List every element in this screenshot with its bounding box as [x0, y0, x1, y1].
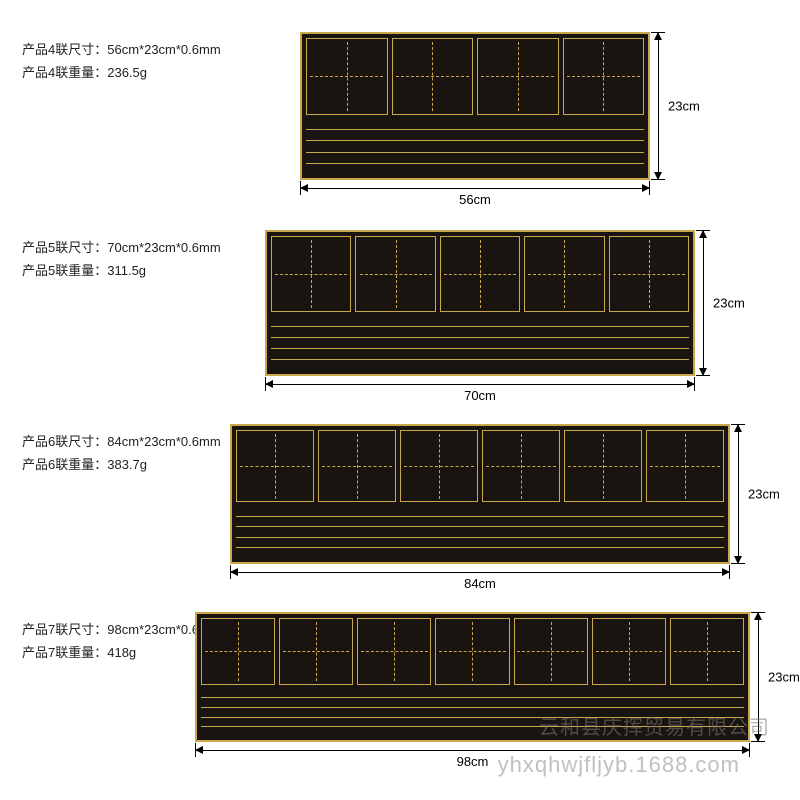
size-line: 产品6联尺寸：84cm*23cm*0.6mm [22, 430, 221, 453]
height-label: 23cm [713, 296, 745, 311]
grid-cell [524, 236, 604, 312]
size-label: 产品5联尺寸： [22, 240, 107, 255]
size-line: 产品5联尺寸：70cm*23cm*0.6mm [22, 236, 221, 259]
width-label: 98cm [448, 754, 498, 769]
board-wrap: 70cm23cm [265, 230, 695, 376]
dimension-width: 84cm [230, 568, 730, 590]
grid-cell [392, 38, 474, 115]
guide-line [306, 140, 644, 141]
practice-board [265, 230, 695, 376]
guide-line [306, 152, 644, 153]
watermark-company: 云和县庆挥贸易有限公司 [539, 711, 770, 740]
grid-cell [592, 618, 666, 685]
grid-cell [482, 430, 560, 502]
lines-area [232, 504, 728, 562]
guide-line [236, 537, 724, 538]
weight-label: 产品4联重量： [22, 65, 107, 80]
dimension-height: 23cm [699, 230, 721, 376]
weight-label: 产品5联重量： [22, 263, 107, 278]
dimension-height: 23cm [734, 424, 756, 564]
size-line: 产品4联尺寸：56cm*23cm*0.6mm [22, 38, 221, 61]
grid-cell [646, 430, 724, 502]
grid-cell [435, 618, 509, 685]
cells-row [232, 426, 728, 504]
dimension-height: 23cm [654, 32, 676, 180]
grid-cell [563, 38, 645, 115]
weight-line: 产品5联重量：311.5g [22, 259, 221, 282]
dimension-width: 70cm [265, 380, 695, 402]
cells-row [302, 34, 648, 117]
lines-area [302, 117, 648, 178]
guide-line [236, 516, 724, 517]
guide-line [306, 163, 644, 164]
size-value: 84cm*23cm*0.6mm [107, 434, 220, 449]
grid-cell [271, 236, 351, 312]
weight-label: 产品6联重量： [22, 457, 107, 472]
guide-line [201, 697, 744, 698]
weight-value: 311.5g [107, 263, 146, 278]
weight-line: 产品7联重量：418g [22, 641, 221, 664]
guide-line [271, 326, 689, 327]
weight-value: 236.5g [107, 65, 147, 80]
guide-line [271, 337, 689, 338]
size-value: 56cm*23cm*0.6mm [107, 42, 220, 57]
grid-cell [201, 618, 275, 685]
weight-value: 418g [107, 645, 136, 660]
cells-row [267, 232, 693, 314]
practice-board [300, 32, 650, 180]
weight-label: 产品7联重量： [22, 645, 107, 660]
board-wrap: 56cm23cm [300, 32, 650, 180]
grid-cell [440, 236, 520, 312]
height-label: 23cm [668, 99, 700, 114]
height-label: 23cm [768, 670, 800, 685]
width-label: 70cm [455, 388, 505, 403]
width-label: 84cm [455, 576, 505, 591]
guide-line [236, 526, 724, 527]
guide-line [271, 359, 689, 360]
product-info: 产品6联尺寸：84cm*23cm*0.6mm产品6联重量：383.7g [22, 430, 221, 477]
grid-cell [355, 236, 435, 312]
product-info: 产品5联尺寸：70cm*23cm*0.6mm产品5联重量：311.5g [22, 236, 221, 283]
watermark-url: yhxqhwjfljyb.1688.com [498, 752, 740, 778]
grid-cell [306, 38, 388, 115]
weight-line: 产品6联重量：383.7g [22, 453, 221, 476]
grid-cell [236, 430, 314, 502]
width-label: 56cm [450, 192, 500, 207]
board-wrap: 84cm23cm [230, 424, 730, 564]
grid-cell [357, 618, 431, 685]
size-label: 产品7联尺寸： [22, 622, 107, 637]
weight-value: 383.7g [107, 457, 147, 472]
height-label: 23cm [748, 487, 780, 502]
guide-line [306, 129, 644, 130]
cells-row [197, 614, 748, 687]
grid-cell [514, 618, 588, 685]
size-label: 产品6联尺寸： [22, 434, 107, 449]
grid-cell [400, 430, 478, 502]
dimension-width: 56cm [300, 184, 650, 206]
size-value: 70cm*23cm*0.6mm [107, 240, 220, 255]
product-info: 产品4联尺寸：56cm*23cm*0.6mm产品4联重量：236.5g [22, 38, 221, 85]
lines-area [267, 314, 693, 374]
size-line: 产品7联尺寸：98cm*23cm*0.6mm [22, 618, 221, 641]
grid-cell [477, 38, 559, 115]
size-label: 产品4联尺寸： [22, 42, 107, 57]
grid-cell [318, 430, 396, 502]
product-info: 产品7联尺寸：98cm*23cm*0.6mm产品7联重量：418g [22, 618, 221, 665]
grid-cell [279, 618, 353, 685]
weight-line: 产品4联重量：236.5g [22, 61, 221, 84]
grid-cell [609, 236, 689, 312]
grid-cell [564, 430, 642, 502]
grid-cell [670, 618, 744, 685]
guide-line [271, 348, 689, 349]
guide-line [201, 707, 744, 708]
practice-board [230, 424, 730, 564]
guide-line [236, 547, 724, 548]
